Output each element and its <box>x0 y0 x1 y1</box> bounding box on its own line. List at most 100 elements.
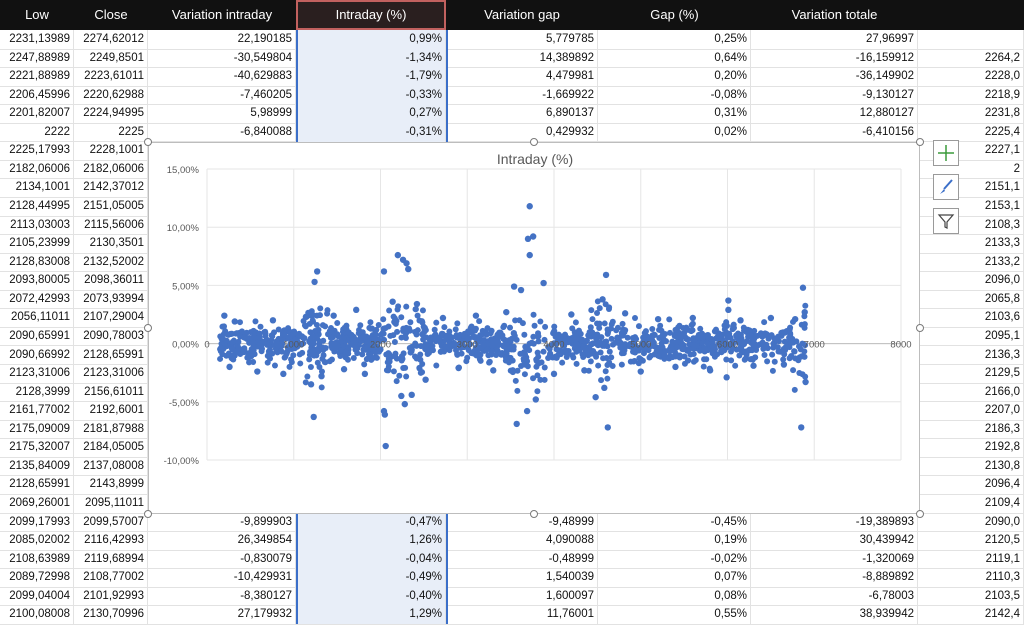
table-cell[interactable]: 0,99% <box>296 30 446 49</box>
table-cell[interactable]: 2113,03003 <box>0 216 74 235</box>
table-cell[interactable]: 2175,09009 <box>0 420 74 439</box>
table-cell[interactable]: 2103,5 <box>918 587 1024 606</box>
table-cell[interactable]: -1,79% <box>296 67 446 86</box>
table-cell[interactable]: -0,830079 <box>148 550 296 569</box>
table-cell[interactable]: 2099,17993 <box>0 513 74 532</box>
chart-elements-button[interactable] <box>933 140 959 166</box>
table-cell[interactable]: 2130,3501 <box>74 234 148 253</box>
table-cell[interactable]: 2225,17993 <box>0 141 74 160</box>
table-cell[interactable]: 2222 <box>0 123 74 142</box>
table-cell[interactable]: 2128,3999 <box>0 383 74 402</box>
table-cell[interactable]: 2072,42993 <box>0 290 74 309</box>
table-cell[interactable]: 2221,88989 <box>0 67 74 86</box>
table-cell[interactable]: 2108,63989 <box>0 550 74 569</box>
table-cell[interactable]: 2095,11011 <box>74 494 148 513</box>
table-cell[interactable]: 30,439942 <box>751 531 918 550</box>
table-cell[interactable]: 2103,6 <box>918 308 1024 327</box>
table-cell[interactable]: 0,55% <box>598 605 751 624</box>
table-cell[interactable]: 2220,62988 <box>74 86 148 105</box>
table-cell[interactable]: -6,840088 <box>148 123 296 142</box>
table-cell[interactable]: -0,04% <box>296 550 446 569</box>
table-cell[interactable]: 2151,05005 <box>74 197 148 216</box>
table-cell[interactable]: 2090,78003 <box>74 327 148 346</box>
table-cell[interactable]: 2182,06006 <box>0 160 74 179</box>
table-cell[interactable]: 4,479981 <box>446 67 598 86</box>
table-cell[interactable]: 2085,02002 <box>0 531 74 550</box>
table-cell[interactable]: 2249,8501 <box>74 49 148 68</box>
table-cell[interactable]: 0,27% <box>296 104 446 123</box>
table-cell[interactable]: 2143,8999 <box>74 475 148 494</box>
table-cell[interactable]: 22,190185 <box>148 30 296 49</box>
table-cell[interactable]: -6,410156 <box>751 123 918 142</box>
table-cell[interactable]: 2073,93994 <box>74 290 148 309</box>
table-cell[interactable]: 2096,4 <box>918 475 1024 494</box>
table-cell[interactable]: -6,78003 <box>751 587 918 606</box>
table-cell[interactable]: 2128,65991 <box>74 346 148 365</box>
table-cell[interactable]: 2098,36011 <box>74 271 148 290</box>
table-cell[interactable]: 0,08% <box>598 587 751 606</box>
table-cell[interactable]: 2109,4 <box>918 494 1024 513</box>
table-cell[interactable]: 27,179932 <box>148 605 296 624</box>
table-cell[interactable]: 2128,83008 <box>0 253 74 272</box>
table-cell[interactable]: 2136,3 <box>918 346 1024 365</box>
table-cell[interactable]: 0,02% <box>598 123 751 142</box>
table-cell[interactable]: 2228,0 <box>918 67 1024 86</box>
table-cell[interactable]: 5,98999 <box>148 104 296 123</box>
table-cell[interactable]: -1,320069 <box>751 550 918 569</box>
table-cell[interactable]: 0,429932 <box>446 123 598 142</box>
table-cell[interactable]: 2137,08008 <box>74 457 148 476</box>
table-cell[interactable]: 2099,57007 <box>74 513 148 532</box>
table-cell[interactable]: 2056,11011 <box>0 308 74 327</box>
table-cell[interactable]: 2161,77002 <box>0 401 74 420</box>
table-cell[interactable]: 2095,1 <box>918 327 1024 346</box>
table-cell[interactable]: 2201,82007 <box>0 104 74 123</box>
table-cell[interactable]: 12,880127 <box>751 104 918 123</box>
table-cell[interactable]: 2184,05005 <box>74 438 148 457</box>
table-cell[interactable]: -0,08% <box>598 86 751 105</box>
table-cell[interactable]: 2274,62012 <box>74 30 148 49</box>
table-cell[interactable]: 2206,45996 <box>0 86 74 105</box>
table-cell[interactable]: 2247,88989 <box>0 49 74 68</box>
table-cell[interactable]: 0,19% <box>598 531 751 550</box>
table-cell[interactable]: -7,460205 <box>148 86 296 105</box>
table-cell[interactable]: 2133,2 <box>918 253 1024 272</box>
chart-filters-button[interactable] <box>933 208 959 234</box>
column-header[interactable]: Variation gap <box>446 0 598 30</box>
resize-handle-top-right[interactable] <box>916 138 924 146</box>
table-cell[interactable]: 2207,0 <box>918 401 1024 420</box>
table-cell[interactable]: 2107,29004 <box>74 308 148 327</box>
resize-handle-bottom[interactable] <box>530 510 538 518</box>
table-cell[interactable]: -0,33% <box>296 86 446 105</box>
resize-handle-top-left[interactable] <box>144 138 152 146</box>
table-cell[interactable]: -16,159912 <box>751 49 918 68</box>
column-header[interactable]: Intraday (%) <box>296 0 446 30</box>
table-cell[interactable]: 2231,13989 <box>0 30 74 49</box>
table-cell[interactable]: 2218,9 <box>918 86 1024 105</box>
table-cell[interactable]: -0,48999 <box>446 550 598 569</box>
table-cell[interactable]: 2228,1001 <box>74 141 148 160</box>
column-header[interactable]: Low <box>0 0 74 30</box>
table-cell[interactable]: 1,29% <box>296 605 446 624</box>
table-cell[interactable]: 0,64% <box>598 49 751 68</box>
resize-handle-right[interactable] <box>916 324 924 332</box>
table-cell[interactable]: 2119,1 <box>918 550 1024 569</box>
table-cell[interactable]: -10,429931 <box>148 568 296 587</box>
table-cell[interactable]: 2192,6001 <box>74 401 148 420</box>
table-cell[interactable]: 2181,87988 <box>74 420 148 439</box>
table-cell[interactable]: -0,02% <box>598 550 751 569</box>
table-cell[interactable]: -0,31% <box>296 123 446 142</box>
table-cell[interactable]: 0,07% <box>598 568 751 587</box>
resize-handle-top[interactable] <box>530 138 538 146</box>
table-cell[interactable]: -9,899903 <box>148 513 296 532</box>
table-cell[interactable]: 2090,66992 <box>0 346 74 365</box>
table-cell[interactable]: 2134,1001 <box>0 178 74 197</box>
table-cell[interactable]: 2166,0 <box>918 383 1024 402</box>
table-cell[interactable]: -0,40% <box>296 587 446 606</box>
table-cell[interactable]: 38,939942 <box>751 605 918 624</box>
table-cell[interactable]: 2110,3 <box>918 568 1024 587</box>
table-cell[interactable]: 0,20% <box>598 67 751 86</box>
table-cell[interactable]: -9,48999 <box>446 513 598 532</box>
table-cell[interactable]: 2224,94995 <box>74 104 148 123</box>
table-cell[interactable]: 2120,5 <box>918 531 1024 550</box>
table-cell[interactable]: 2100,08008 <box>0 605 74 624</box>
